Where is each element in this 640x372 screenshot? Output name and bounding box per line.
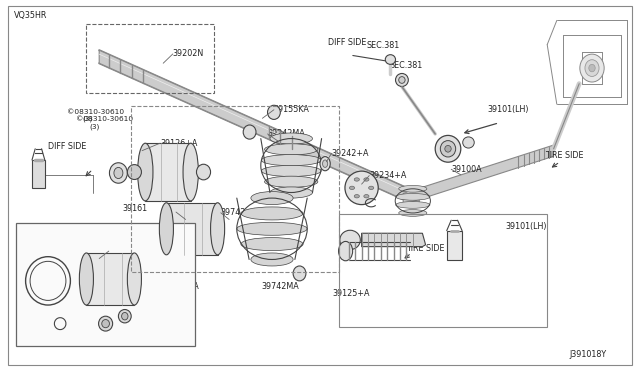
Text: ®08915-1381A: ®08915-1381A bbox=[27, 324, 84, 330]
Ellipse shape bbox=[589, 64, 595, 72]
Ellipse shape bbox=[102, 320, 109, 328]
Text: W: W bbox=[56, 321, 61, 326]
Text: DIFF SIDE: DIFF SIDE bbox=[328, 38, 366, 47]
Bar bbox=[131, 106, 339, 272]
Text: J391018Y: J391018Y bbox=[570, 350, 607, 359]
Ellipse shape bbox=[264, 144, 318, 155]
PathPatch shape bbox=[403, 145, 554, 205]
Text: 39242+A: 39242+A bbox=[332, 149, 369, 158]
Text: SEC.381: SEC.381 bbox=[389, 61, 422, 70]
Text: TIRE SIDE: TIRE SIDE bbox=[406, 244, 445, 253]
Ellipse shape bbox=[585, 60, 599, 77]
Ellipse shape bbox=[355, 195, 360, 198]
Ellipse shape bbox=[241, 207, 303, 220]
Text: 39101(LH): 39101(LH) bbox=[488, 105, 529, 114]
PathPatch shape bbox=[99, 50, 419, 206]
Ellipse shape bbox=[349, 186, 355, 190]
Text: (6): (6) bbox=[40, 331, 50, 338]
Ellipse shape bbox=[293, 266, 306, 281]
Text: ©08310-30610: ©08310-30610 bbox=[76, 116, 132, 122]
Ellipse shape bbox=[364, 195, 369, 198]
Text: 39242MA: 39242MA bbox=[268, 129, 305, 138]
Text: 39161: 39161 bbox=[52, 293, 77, 302]
Ellipse shape bbox=[251, 192, 293, 205]
Ellipse shape bbox=[355, 178, 360, 181]
Ellipse shape bbox=[243, 125, 256, 139]
Ellipse shape bbox=[435, 135, 461, 162]
Ellipse shape bbox=[345, 171, 378, 205]
Ellipse shape bbox=[399, 209, 427, 217]
Ellipse shape bbox=[109, 163, 127, 183]
Text: 39202N: 39202N bbox=[173, 49, 204, 58]
Ellipse shape bbox=[99, 316, 113, 331]
Ellipse shape bbox=[323, 160, 328, 167]
Ellipse shape bbox=[399, 77, 405, 83]
Text: 39161: 39161 bbox=[123, 204, 148, 213]
Ellipse shape bbox=[122, 312, 128, 320]
Ellipse shape bbox=[138, 143, 153, 201]
Ellipse shape bbox=[580, 54, 604, 82]
Ellipse shape bbox=[118, 310, 131, 323]
Bar bbox=[86, 24, 214, 93]
Ellipse shape bbox=[369, 186, 374, 190]
Text: VQ35HR: VQ35HR bbox=[14, 11, 47, 20]
Text: DIFF SIDE: DIFF SIDE bbox=[48, 142, 86, 151]
Text: ©08310-30610: ©08310-30610 bbox=[67, 109, 124, 115]
Text: 39234+A: 39234+A bbox=[369, 171, 406, 180]
Ellipse shape bbox=[127, 164, 141, 179]
Text: 39742MA: 39742MA bbox=[261, 282, 299, 291]
Text: SEC.381: SEC.381 bbox=[366, 41, 399, 50]
Ellipse shape bbox=[159, 203, 173, 255]
Bar bbox=[447, 231, 462, 260]
Text: VK50DE: VK50DE bbox=[22, 226, 54, 235]
Ellipse shape bbox=[385, 55, 396, 64]
Ellipse shape bbox=[364, 178, 369, 181]
Ellipse shape bbox=[237, 222, 307, 235]
Ellipse shape bbox=[340, 230, 360, 250]
Ellipse shape bbox=[114, 167, 123, 179]
Ellipse shape bbox=[339, 241, 353, 261]
Text: 39734+A: 39734+A bbox=[176, 208, 213, 217]
Ellipse shape bbox=[196, 164, 211, 180]
Ellipse shape bbox=[396, 193, 430, 200]
Text: 39125+A: 39125+A bbox=[333, 289, 371, 298]
Bar bbox=[32, 160, 45, 188]
Text: 39126+A: 39126+A bbox=[109, 247, 146, 256]
Ellipse shape bbox=[396, 202, 430, 208]
Ellipse shape bbox=[463, 137, 474, 148]
Ellipse shape bbox=[440, 141, 456, 157]
Text: TIRE SIDE: TIRE SIDE bbox=[545, 151, 584, 160]
Ellipse shape bbox=[396, 74, 408, 86]
Ellipse shape bbox=[268, 105, 280, 119]
Ellipse shape bbox=[270, 133, 312, 144]
Ellipse shape bbox=[264, 176, 318, 187]
Text: (3): (3) bbox=[90, 123, 100, 130]
Text: 39156KA: 39156KA bbox=[163, 282, 199, 291]
Ellipse shape bbox=[211, 203, 225, 255]
Bar bbox=[86, 253, 134, 305]
Ellipse shape bbox=[241, 238, 303, 251]
Text: 39742+A: 39742+A bbox=[221, 208, 259, 217]
Text: 39100A: 39100A bbox=[451, 165, 482, 174]
Ellipse shape bbox=[445, 145, 451, 152]
Ellipse shape bbox=[79, 253, 93, 305]
Ellipse shape bbox=[399, 185, 427, 192]
Bar bbox=[339, 214, 547, 327]
Ellipse shape bbox=[320, 157, 330, 171]
Text: 39155KA: 39155KA bbox=[274, 105, 310, 114]
Ellipse shape bbox=[251, 253, 293, 266]
Text: (3): (3) bbox=[82, 116, 92, 122]
Bar bbox=[166, 203, 218, 255]
Ellipse shape bbox=[270, 187, 312, 198]
Bar bbox=[145, 143, 191, 201]
Ellipse shape bbox=[127, 253, 141, 305]
PathPatch shape bbox=[362, 233, 426, 247]
Text: 39126+A: 39126+A bbox=[160, 139, 197, 148]
Text: 39101(LH): 39101(LH) bbox=[506, 222, 547, 231]
Ellipse shape bbox=[261, 165, 321, 177]
Bar bbox=[16, 223, 195, 346]
Ellipse shape bbox=[261, 154, 321, 166]
Ellipse shape bbox=[183, 143, 198, 201]
